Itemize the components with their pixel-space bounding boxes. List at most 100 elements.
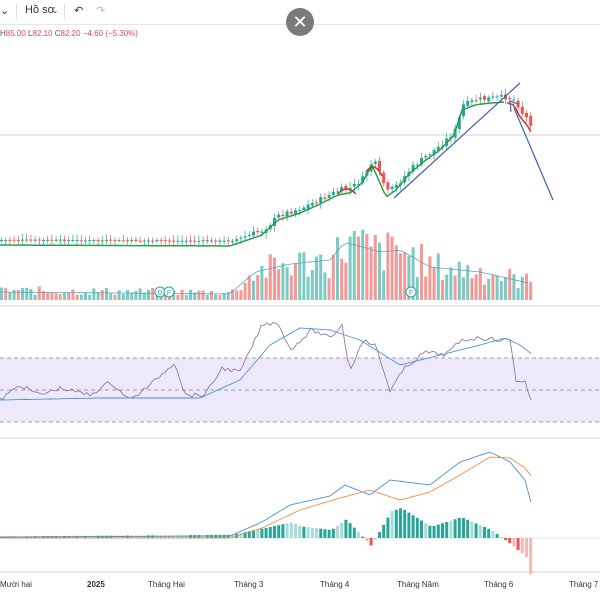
candle-body [327, 195, 331, 198]
macd-histogram-bar [231, 534, 234, 538]
candle-body [520, 106, 524, 114]
close-value: 82.20 [60, 29, 81, 38]
macd-histogram-bar [268, 526, 272, 538]
trendline-drawing[interactable] [393, 82, 521, 199]
volume-bar [25, 287, 29, 300]
candle-body [247, 234, 251, 237]
macd-histogram-bar [453, 519, 457, 538]
redo-icon[interactable]: ↷ [96, 5, 106, 17]
volume-bar [75, 294, 79, 300]
candle-body [210, 240, 213, 242]
candle-body [340, 187, 344, 192]
macd-histogram-bar [331, 528, 335, 538]
volume-bar [373, 234, 377, 300]
volume-bar [378, 242, 381, 300]
arrow-drawing[interactable] [513, 107, 554, 201]
macd-histogram-bar [340, 522, 344, 538]
volume-bar [84, 292, 87, 300]
candle-body [239, 237, 243, 239]
high-label: H [0, 29, 6, 38]
volume-bar [495, 275, 499, 300]
volume-bar [147, 289, 150, 300]
profile-menu[interactable]: Hồ sơ [25, 4, 55, 16]
macd-histogram-bar [327, 529, 331, 538]
volume-bar [268, 254, 272, 300]
candle-body [411, 164, 415, 172]
chevron-down-icon[interactable]: ⌄ [0, 5, 10, 17]
volume-bar [105, 288, 108, 300]
macd-histogram-bar [449, 520, 453, 538]
dividend-marker[interactable]: F [405, 286, 417, 298]
close-label: C [54, 29, 61, 38]
macd-histogram-bar [424, 523, 428, 538]
rsi-indicator [0, 321, 532, 401]
volume-bar [96, 292, 100, 300]
candle-body [218, 240, 222, 242]
volume-bar [415, 277, 419, 300]
candle-body [256, 230, 260, 233]
volume-bar [256, 275, 260, 300]
macd-histogram-bar [403, 510, 407, 538]
dividend-marker[interactable]: D [154, 286, 166, 298]
volume-bar [520, 276, 524, 300]
candle-body [373, 161, 377, 165]
volume-bar [411, 247, 415, 300]
macd-histogram-bar [399, 508, 402, 538]
candle-body [462, 104, 465, 117]
volume-bar [273, 257, 276, 300]
macd-histogram-bar [315, 528, 318, 538]
candle-body [168, 240, 171, 242]
signal-line [0, 456, 532, 539]
volume-bar [222, 292, 226, 300]
volume-bar [197, 290, 201, 300]
volume-bar [348, 236, 352, 300]
low-value: 82.10 [32, 29, 53, 38]
volume-bar [46, 291, 50, 300]
candle-body [0, 239, 3, 241]
undo-icon[interactable]: ↶ [74, 5, 84, 17]
volume-bar [71, 289, 75, 300]
macd-histogram-bar [373, 538, 377, 540]
volume-bar [214, 294, 218, 300]
candle-body [277, 214, 281, 218]
candle-body [336, 191, 339, 193]
candle-body [134, 239, 138, 241]
volume-bar [130, 292, 134, 300]
volume-bar [50, 292, 54, 300]
macd-histogram-bar [394, 509, 398, 538]
change-value: −4.60 (−5.30%) [82, 29, 138, 38]
volume-bar [142, 292, 146, 300]
macd-histogram-bar [247, 531, 251, 538]
candle-body [394, 184, 398, 188]
macd-histogram-bar [252, 530, 255, 538]
candle-body [361, 176, 365, 184]
candle-body [147, 240, 150, 242]
candle-body [382, 172, 386, 184]
dividend-marker[interactable]: F [163, 286, 175, 298]
rsi-line [0, 321, 532, 401]
volume-bar [512, 274, 516, 300]
volume-bar [29, 289, 33, 300]
candle-body [495, 96, 499, 98]
volume-bar [42, 291, 45, 300]
candle-body [315, 202, 318, 204]
volume-bar [436, 253, 440, 300]
macd-histogram-bar [445, 521, 449, 538]
close-button[interactable]: ✕ [286, 8, 314, 36]
volume-bar [180, 289, 184, 300]
profile-chevron-down-icon[interactable]: ⌄ [51, 5, 59, 15]
volume-bar [100, 290, 104, 300]
volume-bar [457, 261, 461, 300]
volume-bar [357, 236, 360, 300]
candle-body [92, 240, 96, 242]
candle-body [100, 240, 104, 242]
volume-bar [243, 282, 247, 300]
volume-bar [504, 277, 507, 300]
volume-bar [386, 232, 390, 300]
candle-body [121, 240, 125, 242]
volume-bar [382, 270, 386, 300]
candle-body [176, 240, 180, 242]
macd-histogram-bar [344, 519, 348, 538]
volume-bar [0, 287, 3, 300]
